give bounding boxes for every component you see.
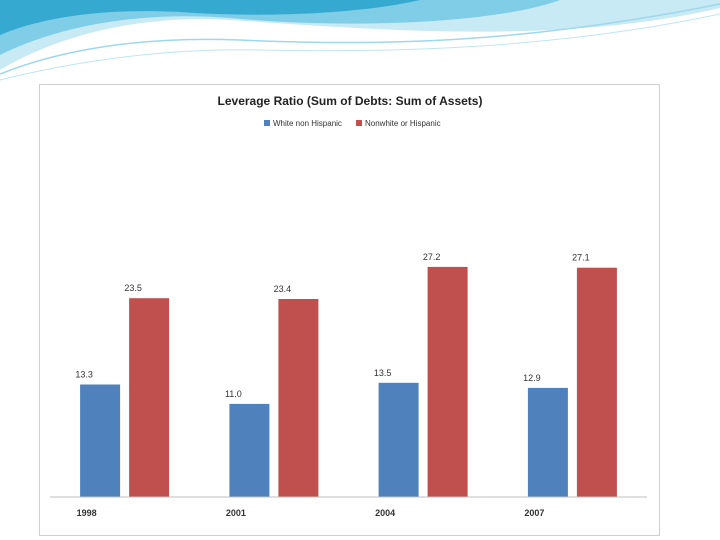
bar-white-non-hispanic-1998 bbox=[80, 384, 121, 497]
bar-white-non-hispanic-2007 bbox=[527, 387, 568, 497]
data-label-group: 13.3 23.5 11.0 23.4 13.5 27.2 12.9 27.1 bbox=[75, 252, 589, 399]
legend-swatch-white-non-hispanic bbox=[264, 120, 270, 126]
wave-band-dark bbox=[0, 0, 420, 35]
bar-white-non-hispanic-2001 bbox=[229, 403, 270, 497]
x-tick-group: 1998 2001 2004 2007 bbox=[77, 508, 545, 518]
bar-nonwhite-or-hispanic-2007 bbox=[576, 267, 617, 497]
x-tick-label-1998: 1998 bbox=[77, 508, 97, 518]
chart-title: Leverage Ratio (Sum of Debts: Sum of Ass… bbox=[218, 94, 483, 108]
x-tick-label-2001: 2001 bbox=[226, 508, 246, 518]
data-label-nonwhite-or-hispanic-2007: 27.1 bbox=[572, 253, 590, 263]
bar-chart: Leverage Ratio (Sum of Debts: Sum of Ass… bbox=[50, 94, 647, 518]
decorative-header-wave bbox=[0, 0, 720, 81]
legend: White non Hispanic Nonwhite or Hispanic bbox=[264, 119, 441, 128]
bar-nonwhite-or-hispanic-2004 bbox=[427, 266, 468, 497]
wave-band-light bbox=[0, 0, 720, 70]
legend-label-nonwhite-or-hispanic: Nonwhite or Hispanic bbox=[365, 119, 441, 128]
data-label-white-non-hispanic-1998: 13.3 bbox=[75, 370, 93, 380]
data-label-white-non-hispanic-2007: 12.9 bbox=[523, 373, 541, 383]
bar-group bbox=[80, 266, 617, 497]
data-label-white-non-hispanic-2001: 11.0 bbox=[225, 389, 242, 399]
data-label-nonwhite-or-hispanic-2001: 23.4 bbox=[274, 284, 292, 294]
wave-band-mid bbox=[0, 0, 560, 55]
x-tick-label-2007: 2007 bbox=[524, 508, 544, 518]
legend-label-white-non-hispanic: White non Hispanic bbox=[273, 119, 342, 128]
bar-nonwhite-or-hispanic-1998 bbox=[129, 298, 170, 497]
data-label-white-non-hispanic-2004: 13.5 bbox=[374, 368, 392, 378]
data-label-nonwhite-or-hispanic-2004: 27.2 bbox=[423, 252, 441, 262]
wave-line bbox=[0, 3, 720, 75]
chart-container: Leverage Ratio (Sum of Debts: Sum of Ass… bbox=[39, 84, 660, 536]
legend-swatch-nonwhite-or-hispanic bbox=[356, 120, 362, 126]
bar-white-non-hispanic-2004 bbox=[378, 382, 419, 497]
x-tick-label-2004: 2004 bbox=[375, 508, 395, 518]
data-label-nonwhite-or-hispanic-1998: 23.5 bbox=[124, 283, 142, 293]
wave-line bbox=[0, 13, 720, 81]
bar-nonwhite-or-hispanic-2001 bbox=[278, 299, 319, 497]
